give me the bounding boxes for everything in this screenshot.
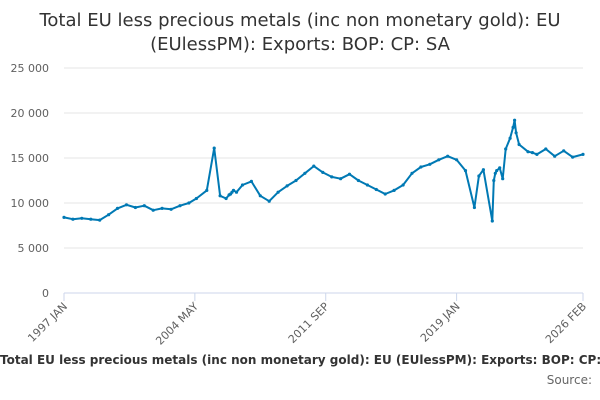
data-point[interactable] (446, 154, 450, 158)
y-gridlines (64, 67, 583, 249)
data-point[interactable] (490, 219, 494, 223)
y-tick-label: 25 000 (11, 62, 50, 75)
data-point[interactable] (178, 204, 182, 208)
data-point[interactable] (71, 217, 75, 221)
data-point[interactable] (98, 218, 102, 222)
data-point[interactable] (428, 162, 432, 166)
x-tick-label: 2019 JAN (418, 300, 463, 345)
data-point[interactable] (455, 158, 459, 162)
data-point[interactable] (89, 217, 93, 221)
data-point[interactable] (514, 131, 518, 135)
data-point[interactable] (365, 183, 369, 187)
data-point[interactable] (374, 187, 378, 192)
x-axis: 1997 JAN 2004 MAY 2011 SEP 2019 JAN 2026 FEB (25, 292, 589, 348)
data-point[interactable] (508, 136, 512, 140)
data-point[interactable] (312, 164, 316, 168)
data-point[interactable] (187, 201, 191, 205)
data-point[interactable] (231, 188, 236, 192)
data-point[interactable] (504, 147, 508, 151)
data-point[interactable] (142, 204, 146, 208)
data-point[interactable] (492, 178, 496, 183)
x-tick-label: 2026 FEB (543, 300, 589, 346)
data-point[interactable] (212, 146, 216, 150)
y-tick-labels: 0 5 000 10 000 15 000 20 000 25 000 (11, 62, 50, 300)
y-tick-label: 20 000 (11, 107, 50, 120)
data-point[interactable] (495, 169, 499, 173)
data-point[interactable] (562, 149, 566, 153)
data-point[interactable] (401, 183, 405, 187)
data-point[interactable] (151, 208, 155, 212)
chart-title-line-1: Total EU less precious metals (inc non m… (38, 10, 560, 31)
data-point[interactable] (571, 155, 575, 159)
data-point[interactable] (530, 151, 535, 155)
series-line (63, 119, 584, 222)
data-point[interactable] (383, 192, 387, 196)
data-point[interactable] (240, 183, 245, 187)
data-point[interactable] (267, 199, 271, 203)
data-point[interactable] (493, 171, 497, 175)
data-point[interactable] (80, 216, 84, 220)
y-tick-label: 10 000 (11, 197, 50, 210)
y-tick-label: 5 000 (18, 242, 50, 255)
data-point[interactable] (581, 152, 585, 156)
chart-title-line-2: (EUlessPM): Exports: BOP: CP: SA (150, 34, 450, 55)
data-point[interactable] (501, 177, 505, 181)
data-point[interactable] (513, 118, 517, 122)
data-point[interactable] (285, 184, 289, 188)
data-point[interactable] (535, 152, 539, 156)
data-point[interactable] (194, 196, 198, 201)
x-tick-label: 1997 JAN (25, 300, 70, 345)
legend-item[interactable]: Total EU less precious metals (inc non m… (0, 353, 600, 367)
data-point[interactable] (133, 205, 137, 210)
source-label: Source: (546, 373, 592, 387)
data-point[interactable] (303, 171, 307, 175)
data-point[interactable] (294, 178, 298, 183)
data-point[interactable] (463, 169, 468, 173)
data-point[interactable] (276, 190, 280, 194)
data-point[interactable] (477, 174, 481, 178)
data-point[interactable] (526, 150, 530, 154)
data-point[interactable] (347, 172, 352, 176)
data-point[interactable] (553, 154, 557, 158)
data-point[interactable] (107, 213, 111, 217)
data-point[interactable] (481, 168, 485, 172)
data-point[interactable] (544, 147, 548, 151)
data-point[interactable] (169, 207, 173, 211)
data-point[interactable] (437, 158, 441, 162)
y-tick-label: 15 000 (11, 152, 50, 165)
data-point[interactable] (321, 170, 325, 174)
data-point[interactable] (339, 177, 343, 181)
data-point[interactable] (160, 206, 164, 210)
data-point[interactable] (392, 188, 396, 192)
data-point[interactable] (517, 142, 521, 147)
plot-area (62, 118, 585, 223)
data-point[interactable] (218, 194, 222, 198)
data-point[interactable] (115, 206, 120, 210)
data-point[interactable] (498, 166, 502, 170)
data-point[interactable] (258, 194, 262, 198)
data-point[interactable] (410, 171, 414, 175)
data-point[interactable] (511, 125, 515, 129)
data-point[interactable] (356, 178, 360, 183)
data-point[interactable] (472, 205, 476, 210)
data-point[interactable] (124, 203, 129, 207)
data-point[interactable] (249, 179, 253, 183)
x-tick-label: 2004 MAY (153, 300, 201, 348)
data-point[interactable] (224, 196, 228, 201)
data-point[interactable] (234, 190, 239, 194)
data-point[interactable] (205, 188, 209, 192)
y-tick-label: 0 (42, 287, 49, 300)
data-point[interactable] (330, 175, 334, 179)
data-point[interactable] (62, 215, 66, 219)
x-tick-label: 2011 SEP (286, 300, 332, 346)
data-point[interactable] (419, 165, 423, 169)
